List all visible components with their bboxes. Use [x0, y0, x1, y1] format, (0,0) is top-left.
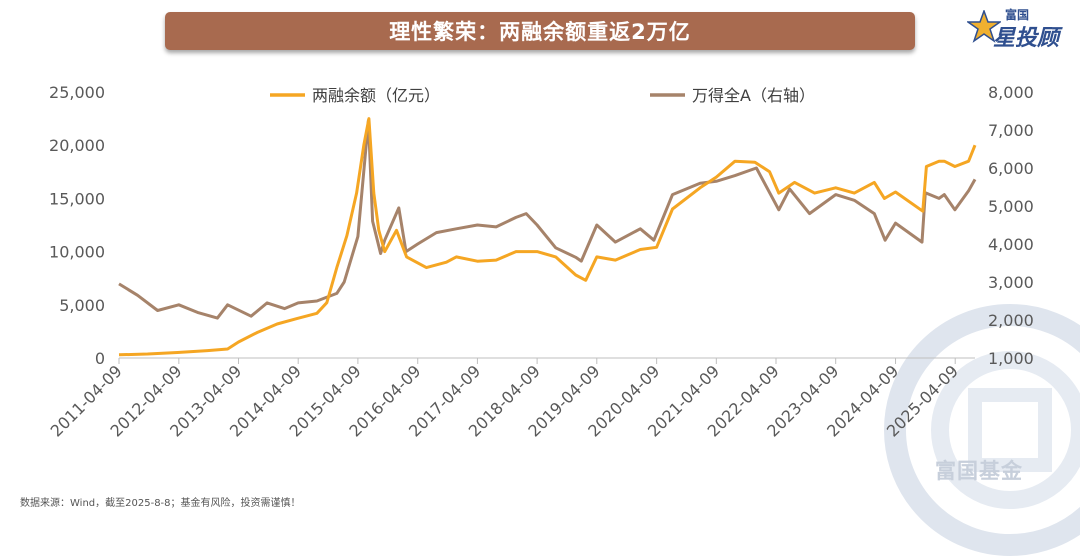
chart-title: 理性繁荣：两融余额重返2万亿	[389, 20, 691, 44]
chart-series	[118, 117, 977, 357]
brand-name-top: 富国	[1005, 8, 1030, 22]
y-right-tick-label: 2,000	[988, 311, 1034, 330]
y-right-tick-label: 3,000	[988, 273, 1034, 292]
y-left-tick-label: 25,000	[49, 83, 105, 102]
chart-axes: 0 5,000 10,000 15,000 20,000 25,000 1,000 2,000…	[47, 83, 1034, 441]
chart: 0 5,000 10,000 15,000 20,000 25,000 1,000 2,000…	[47, 83, 1034, 441]
y-right-tick-label: 4,000	[988, 235, 1034, 254]
series-line-margin-balance	[118, 117, 977, 357]
footer-source: 数据来源：Wind，截至2025-8-8；基金有风险，投资需谨慎！	[20, 498, 301, 509]
y-right-tick-label: 6,000	[988, 159, 1034, 178]
y-right-tick-label: 8,000	[988, 83, 1034, 102]
y-left-tick-label: 0	[95, 349, 105, 368]
y-left-tick-label: 15,000	[49, 189, 105, 208]
y-right-tick-label: 1,000	[988, 349, 1034, 368]
legend-label: 万得全A（右轴）	[692, 86, 815, 105]
y-left-tick-label: 20,000	[49, 136, 105, 155]
brand-logo: 富国 星投顾	[965, 4, 1075, 54]
chart-legend: 两融余额（亿元） 万得全A（右轴）	[270, 86, 815, 105]
title-banner: 理性繁荣：两融余额重返2万亿	[165, 12, 915, 50]
y-right-tick-label: 5,000	[988, 197, 1034, 216]
legend-label: 两融余额（亿元）	[312, 86, 440, 105]
y-left-tick-label: 5,000	[59, 296, 105, 315]
brand-name-bottom: 星投顾	[993, 26, 1060, 51]
star-icon	[967, 10, 1001, 43]
watermark-text: 富国基金	[935, 459, 1023, 483]
y-left-tick-label: 10,000	[49, 243, 105, 262]
y-right-tick-label: 7,000	[988, 121, 1034, 140]
series-line-wind-all-a	[118, 119, 977, 320]
